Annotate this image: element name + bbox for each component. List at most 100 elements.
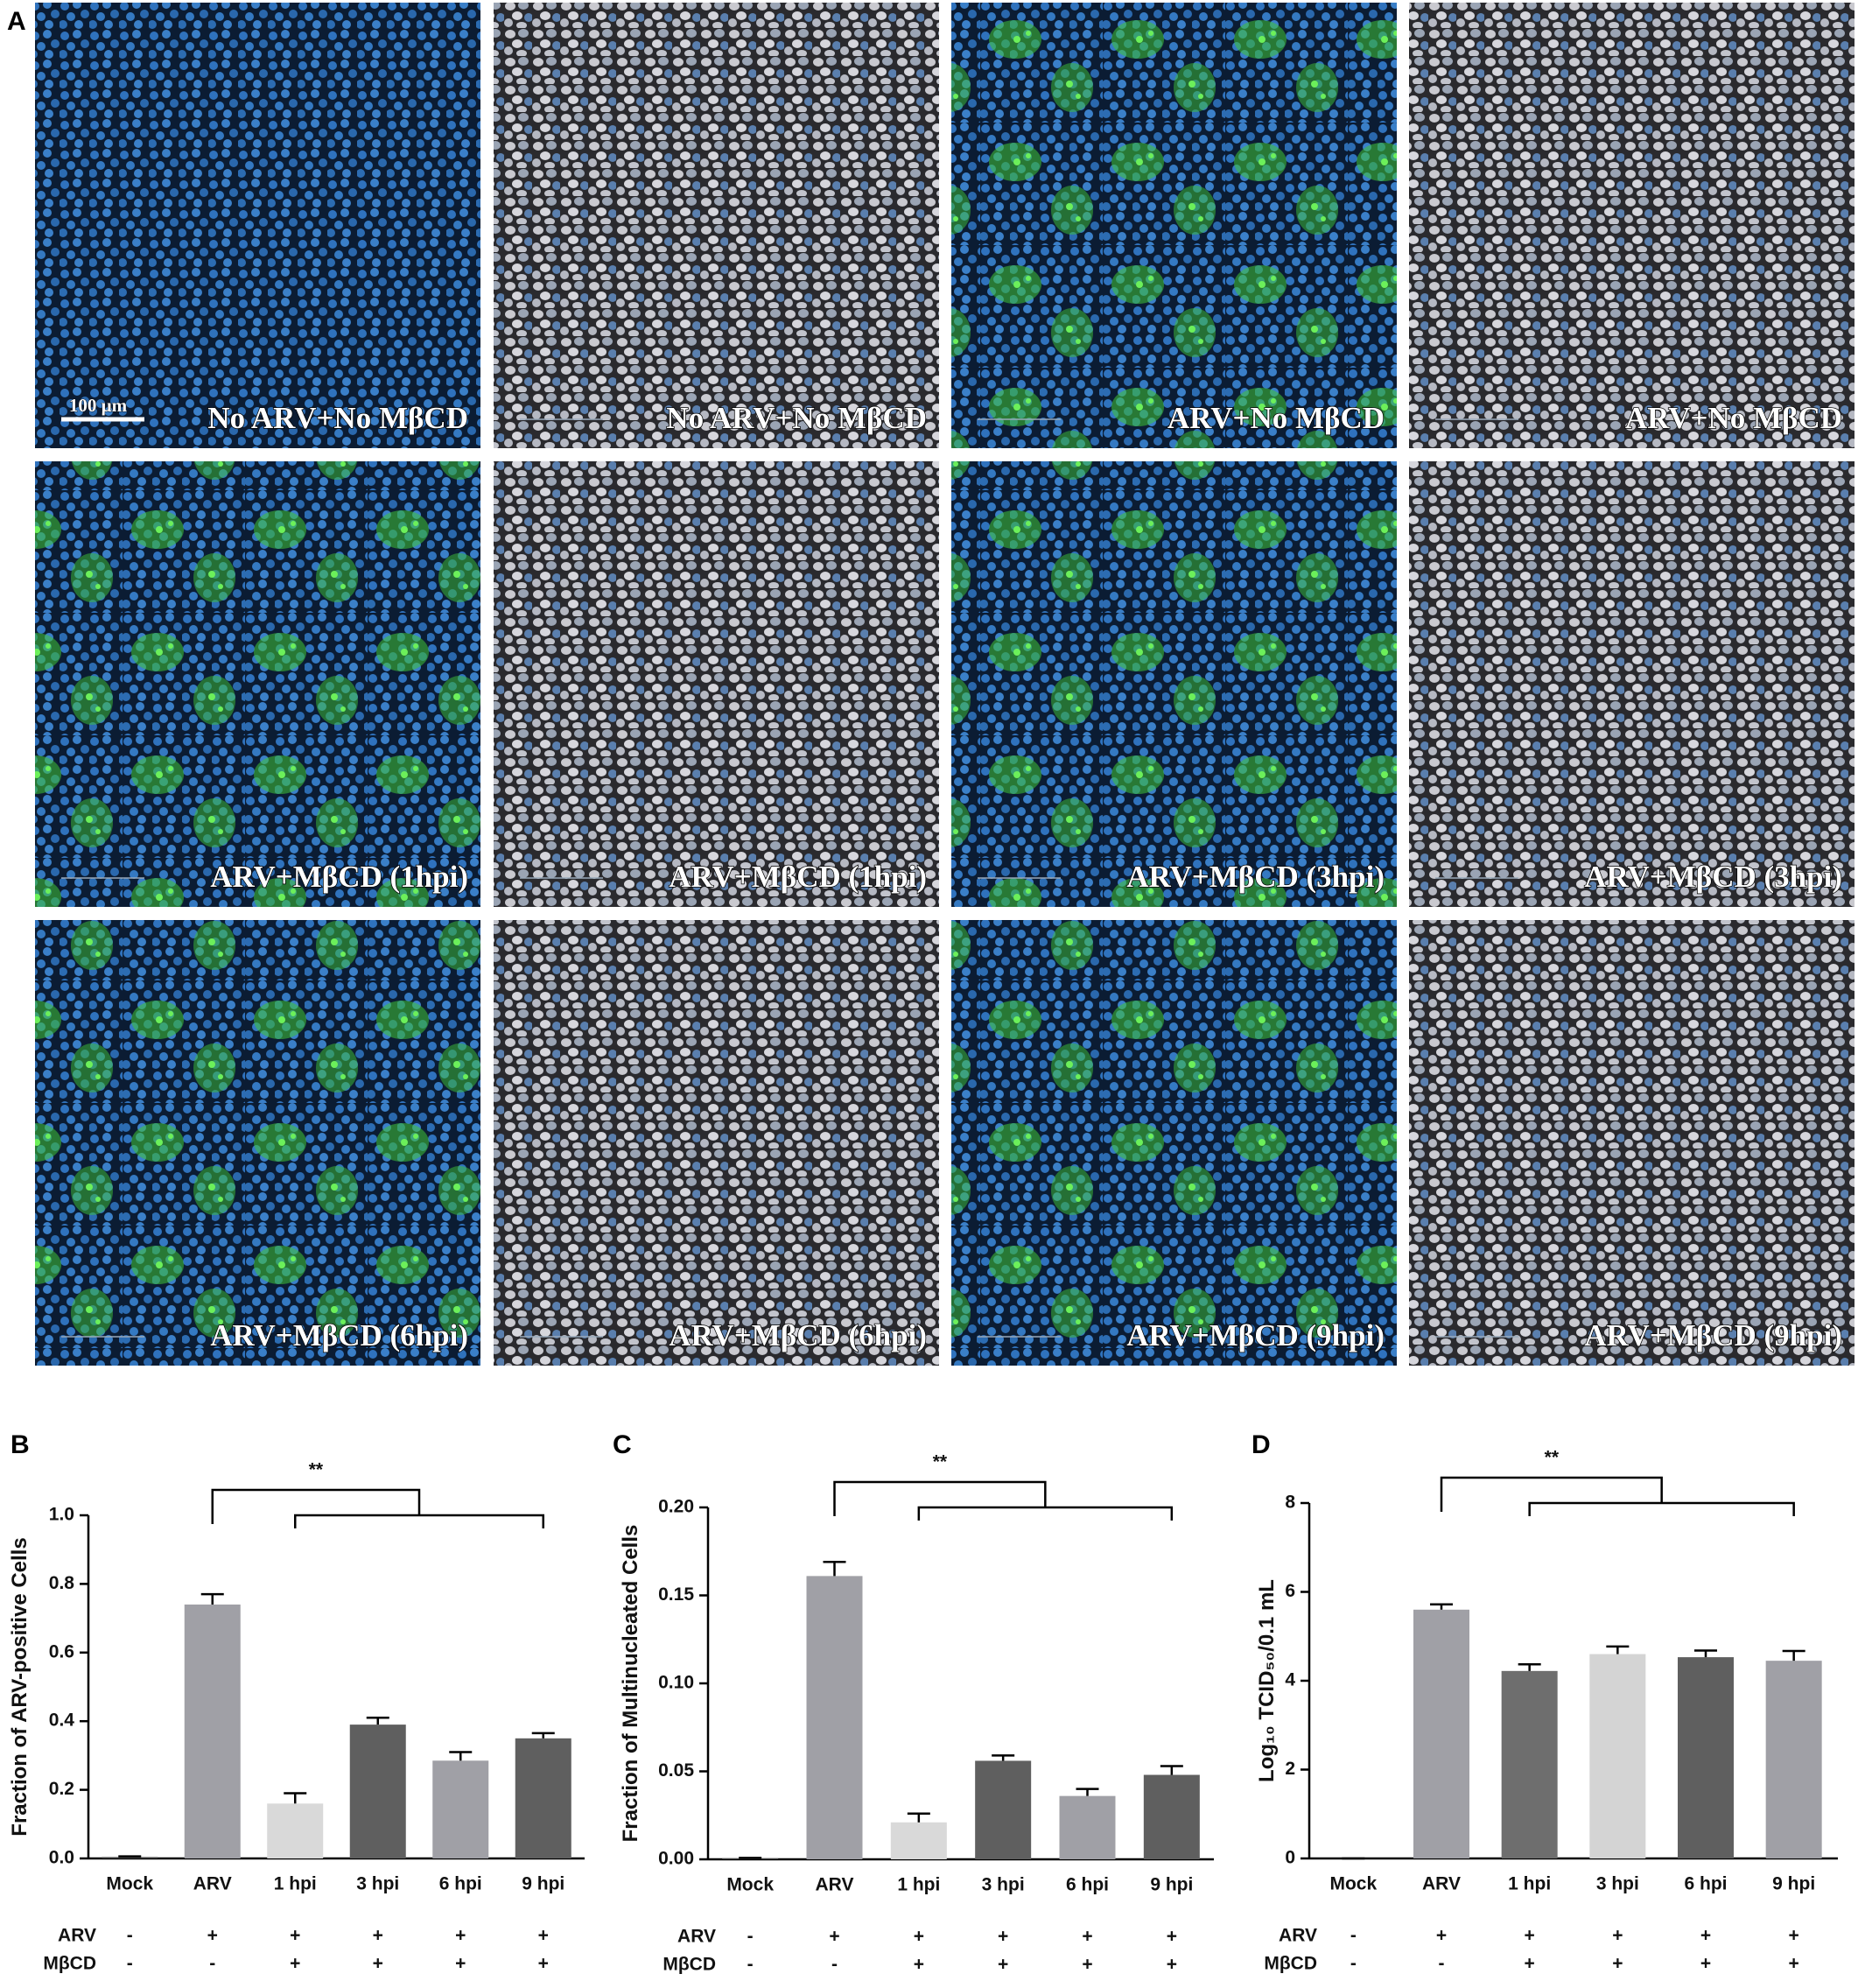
panel-label: B [11, 1430, 30, 1459]
x-tick-label: 1 hpi [1508, 1874, 1551, 1894]
error-bar [366, 1717, 389, 1725]
bar [184, 1604, 241, 1858]
treatment-value: + [1525, 1954, 1535, 1974]
treatment-value: - [747, 1927, 754, 1947]
treatment-value: - [831, 1955, 838, 1975]
treatment-value: + [538, 1954, 549, 1974]
image-label: ARV+MβCD (6hpi) [669, 1318, 927, 1352]
y-tick-label: 1.0 [49, 1505, 74, 1525]
image-label: ARV+MβCD (6hpi) [210, 1318, 468, 1352]
error-bar [118, 1855, 142, 1858]
y-tick-label: 0.8 [49, 1573, 75, 1593]
treatment-name: MβCD [1264, 1954, 1317, 1974]
image-label: ARV+No MβCD [1625, 401, 1842, 435]
significance-bracket [1440, 1476, 1663, 1512]
x-tick-label: ARV [816, 1875, 854, 1895]
bar [975, 1760, 1032, 1859]
treatment-value: + [1436, 1926, 1447, 1946]
y-tick-label: 0.0 [49, 1848, 74, 1868]
bar [1413, 1609, 1469, 1858]
image-label: ARV+MβCD (3hpi) [1126, 860, 1385, 894]
significance-label: ** [1545, 1448, 1560, 1468]
treatment-value: + [538, 1926, 549, 1946]
bar [515, 1738, 571, 1858]
error-bar [200, 1592, 224, 1605]
treatment-value: + [290, 1926, 300, 1946]
bar [890, 1822, 947, 1859]
x-tick-label: 3 hpi [982, 1875, 1025, 1895]
treatment-value: + [373, 1954, 383, 1974]
treatment-value: + [998, 1927, 1008, 1947]
image-label: ARV+MβCD (9hpi) [1126, 1318, 1385, 1352]
treatment-name: MβCD [663, 1955, 716, 1975]
bar [349, 1725, 406, 1858]
bar [1765, 1661, 1822, 1858]
treatment-value: - [127, 1926, 133, 1946]
y-tick-label: 0.10 [658, 1673, 694, 1693]
bar [267, 1803, 324, 1858]
image-label: ARV+MβCD (1hpi) [669, 860, 927, 894]
error-bar [1606, 1645, 1630, 1654]
x-tick-label: Mock [726, 1875, 774, 1895]
bar [806, 1576, 863, 1859]
error-bar [1782, 1649, 1805, 1661]
treatment-value: + [290, 1954, 300, 1974]
treatment-value: - [1439, 1954, 1445, 1974]
treatment-name: ARV [58, 1926, 96, 1946]
y-tick-label: 0.20 [658, 1497, 694, 1517]
treatment-value: - [209, 1954, 215, 1974]
error-bar [992, 1754, 1015, 1761]
treatment-value: + [1789, 1926, 1799, 1946]
micrograph [494, 920, 939, 1366]
treatment-value: + [1700, 1954, 1711, 1974]
y-tick-label: 8 [1285, 1493, 1295, 1513]
x-tick-label: Mock [106, 1874, 153, 1894]
bar [1501, 1670, 1558, 1858]
x-tick-label: 3 hpi [356, 1874, 399, 1894]
treatment-value: - [1350, 1954, 1357, 1974]
significance-bracket [917, 1506, 1174, 1521]
y-axis-label: Fraction of ARV-positive Cells [8, 1537, 32, 1836]
significance-bracket [294, 1514, 544, 1528]
significance-bracket [833, 1480, 1047, 1516]
bar [1589, 1654, 1646, 1858]
treatment-name: ARV [677, 1927, 716, 1947]
error-bar [1430, 1603, 1453, 1610]
x-tick-label: 9 hpi [522, 1874, 564, 1894]
y-tick-label: 0.4 [49, 1711, 75, 1731]
bar [1143, 1774, 1200, 1859]
x-tick-label: 6 hpi [1684, 1874, 1727, 1894]
error-bar [907, 1812, 930, 1823]
x-tick-label: 3 hpi [1596, 1874, 1639, 1894]
treatment-value: + [1700, 1926, 1711, 1946]
treatment-value: + [1612, 1954, 1623, 1974]
treatment-value: + [1167, 1955, 1177, 1975]
treatment-value: + [998, 1955, 1008, 1975]
y-tick-label: 0 [1285, 1848, 1295, 1868]
image-label: ARV+MβCD (3hpi) [1584, 860, 1842, 894]
treatment-value: + [373, 1926, 383, 1946]
image-label: No ARV+No MβCD [207, 401, 468, 435]
significance-label: ** [933, 1452, 948, 1472]
y-tick-label: 0.2 [49, 1779, 74, 1799]
significance-label: ** [309, 1460, 324, 1480]
micrograph [35, 461, 480, 907]
bar [1059, 1795, 1116, 1859]
error-bar [531, 1732, 555, 1739]
panel-label: A [7, 7, 26, 36]
scale-bar-label: 100 µm [69, 395, 128, 416]
image-label: No ARV+No MβCD [666, 401, 927, 435]
image-label: ARV+No MβCD [1167, 401, 1385, 435]
error-bar [1694, 1649, 1717, 1658]
treatment-value: + [1082, 1927, 1092, 1947]
error-bar [823, 1561, 846, 1577]
x-tick-label: 9 hpi [1772, 1874, 1815, 1894]
treatment-value: - [1350, 1926, 1357, 1946]
treatment-name: MβCD [43, 1954, 96, 1974]
x-tick-label: Mock [1329, 1874, 1377, 1894]
micrograph [494, 3, 939, 448]
treatment-value: + [829, 1927, 839, 1947]
image-label: ARV+MβCD (9hpi) [1584, 1318, 1842, 1352]
treatment-value: + [1082, 1955, 1092, 1975]
treatment-name: ARV [1279, 1926, 1317, 1946]
